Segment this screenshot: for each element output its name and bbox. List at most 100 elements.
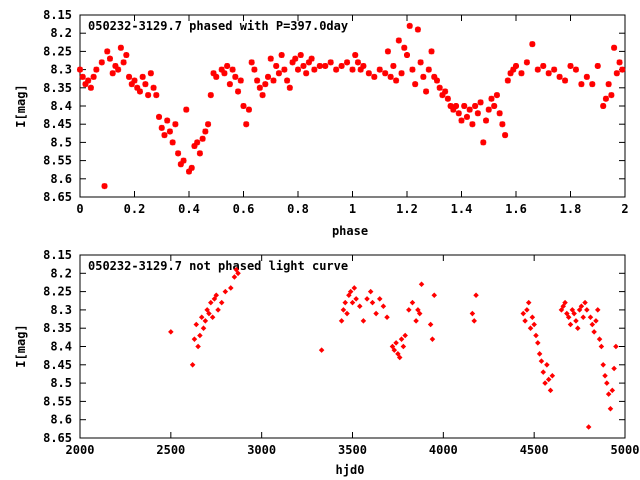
- data-point: [613, 343, 619, 350]
- data-point: [536, 351, 543, 357]
- data-point: [327, 59, 334, 66]
- data-point: [183, 106, 190, 113]
- data-point: [473, 292, 479, 299]
- data-point: [224, 62, 231, 69]
- data-point: [194, 139, 201, 146]
- data-point: [123, 52, 130, 59]
- y-tick-label: 8.45: [43, 117, 72, 131]
- x-tick-label: 3500: [338, 443, 367, 457]
- data-point: [609, 387, 616, 394]
- data-point: [436, 84, 443, 91]
- data-point: [175, 150, 182, 157]
- data-point: [112, 62, 119, 69]
- data-point: [237, 77, 244, 84]
- data-point: [538, 358, 545, 364]
- data-point: [209, 314, 216, 320]
- data-point: [168, 329, 174, 335]
- data-point: [365, 70, 372, 77]
- y-tick-label: 8.3: [50, 303, 72, 317]
- data-point: [210, 70, 217, 77]
- y-tick-label: 8.35: [43, 321, 72, 335]
- data-point: [572, 66, 579, 73]
- data-point: [180, 157, 187, 164]
- data-point: [357, 66, 364, 73]
- data-point: [389, 343, 396, 350]
- data-point: [346, 292, 352, 299]
- data-point: [161, 132, 168, 139]
- data-point: [496, 110, 503, 117]
- data-point: [222, 288, 229, 295]
- data-point: [463, 113, 470, 120]
- data-point: [513, 62, 519, 69]
- data-point: [540, 62, 547, 69]
- data-point: [193, 321, 200, 328]
- data-point: [286, 84, 293, 91]
- data-point: [414, 26, 421, 33]
- data-point: [477, 99, 484, 106]
- data-point: [493, 92, 500, 99]
- data-points: [77, 22, 626, 190]
- data-point: [591, 329, 597, 335]
- data-point: [393, 77, 400, 84]
- x-tick-label: 1.4: [451, 202, 473, 216]
- data-point: [208, 299, 214, 306]
- data-point: [79, 73, 86, 80]
- data-point: [101, 183, 108, 190]
- data-point: [406, 22, 413, 29]
- data-point: [466, 106, 473, 113]
- data-point: [602, 95, 609, 102]
- data-point: [228, 285, 234, 291]
- data-point: [142, 81, 149, 88]
- data-point: [364, 296, 370, 302]
- data-point: [571, 310, 577, 317]
- x-ticks: 2000 2500 3000 3500 4000 4500 5000: [66, 255, 639, 457]
- data-point: [395, 351, 401, 357]
- data-point: [427, 321, 434, 328]
- data-point: [200, 325, 207, 331]
- data-point: [596, 336, 603, 342]
- data-point: [502, 132, 509, 139]
- data-point: [191, 336, 198, 342]
- y-tick-label: 8.45: [43, 358, 72, 372]
- data-point: [226, 81, 233, 88]
- y-tick-label: 8.15: [43, 8, 72, 22]
- y-tick-label: 8.3: [50, 63, 72, 77]
- data-point: [401, 44, 408, 51]
- data-point: [197, 332, 203, 339]
- data-point: [542, 380, 548, 386]
- data-point: [213, 73, 220, 80]
- data-point: [404, 52, 410, 59]
- data-point: [558, 307, 565, 313]
- data-point: [396, 354, 403, 361]
- chart-title: 050232-3129.7 phased with P=397.0day: [88, 19, 348, 33]
- y-ticks: 8.15 8.2 8.25 8.3 8.35 8.4 8.45 8.5 8.55 8.6 8.65: [43, 8, 625, 204]
- data-point: [150, 84, 157, 91]
- x-tick-label: 1: [349, 202, 356, 216]
- data-point: [594, 307, 601, 313]
- data-point: [450, 106, 457, 113]
- data-point: [535, 340, 541, 346]
- data-point: [147, 70, 154, 77]
- data-point: [245, 106, 252, 113]
- data-point: [483, 117, 490, 124]
- data-point: [229, 66, 236, 73]
- data-point: [562, 77, 569, 84]
- data-point: [292, 55, 299, 62]
- data-point: [604, 380, 610, 386]
- data-point: [527, 325, 534, 331]
- data-point: [589, 321, 596, 328]
- data-point: [169, 139, 176, 146]
- data-point: [273, 62, 280, 69]
- data-point: [611, 365, 617, 372]
- data-point: [453, 103, 460, 109]
- data-point: [265, 73, 272, 80]
- data-point: [412, 81, 419, 88]
- data-point: [569, 307, 576, 313]
- x-tick-label: 1.2: [396, 202, 418, 216]
- data-point: [281, 66, 288, 73]
- data-point: [344, 59, 351, 66]
- y-axis-label: I[mag]: [14, 324, 28, 367]
- data-point: [235, 88, 242, 95]
- data-point: [207, 92, 214, 99]
- data-point: [415, 307, 421, 313]
